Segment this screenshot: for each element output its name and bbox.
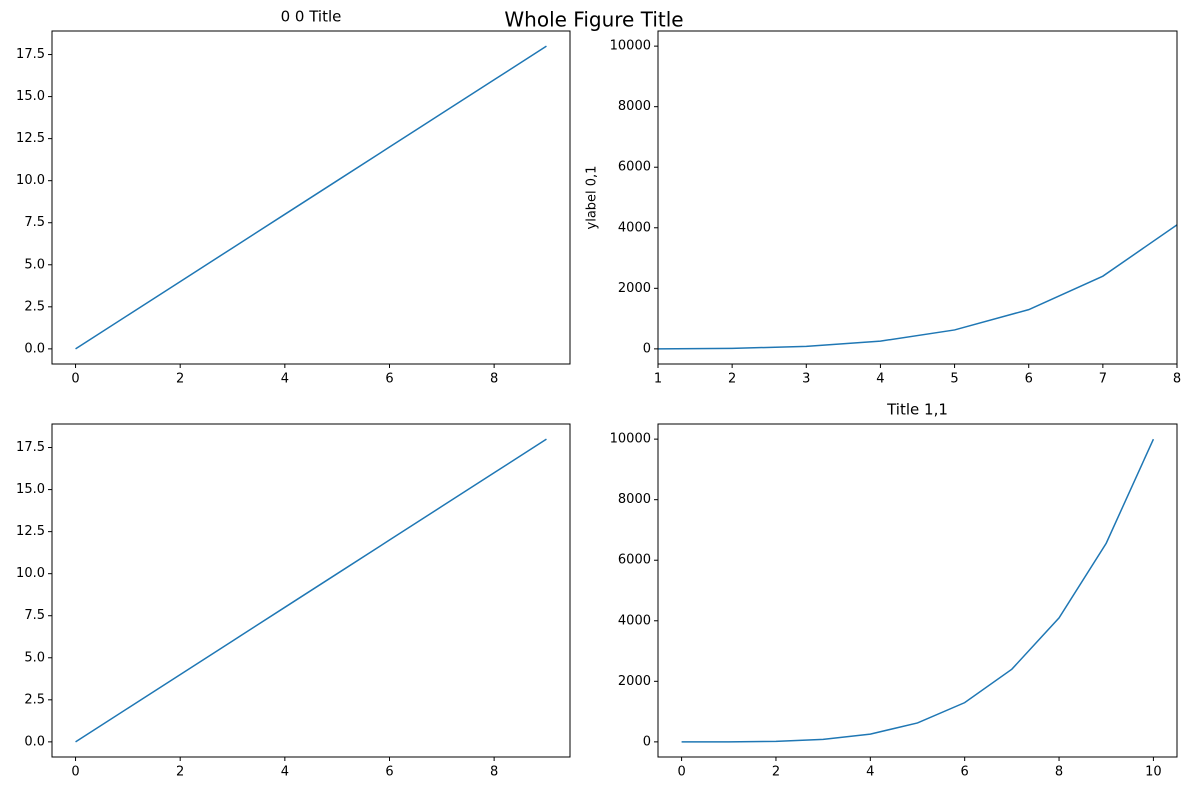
y-tick-label: 0 [643,341,651,356]
y-tick-label: 2000 [618,674,651,689]
x-tick-label: 6 [1025,372,1033,387]
y-tick-label: 7.5 [24,215,45,230]
x-tick-label: 4 [281,765,289,780]
axes-frame [657,30,1178,365]
axes-frame [51,423,571,758]
x-tick-label: 4 [281,372,289,387]
y-tick-label: 17.5 [16,47,45,62]
x-tick-label: 0 [677,765,685,780]
y-tick-label: 10.0 [16,566,45,581]
x-tick-label: 8 [490,372,498,387]
axes-frame [51,30,571,365]
y-axis-label: ylabel 0,1 [585,166,600,230]
line [658,223,1177,350]
y-tick-label: 2.5 [24,299,45,314]
x-tick-label: 2 [176,372,184,387]
x-tick-label: 8 [1055,765,1063,780]
y-tick-label: 0 [643,734,651,749]
x-tick-label: 2 [728,372,736,387]
x-tick-label: 0 [71,372,79,387]
axes-title: Title 1,1 [886,401,948,419]
x-tick-label: 6 [385,765,393,780]
x-tick-label: 4 [866,765,874,780]
x-tick-label: 10 [1145,765,1162,780]
y-tick-label: 8000 [618,492,651,507]
line [681,438,1155,743]
y-tick-label: 12.5 [16,524,45,539]
figure-title: Whole Figure Title [504,8,683,32]
line [75,438,547,743]
x-tick-label: 6 [961,765,969,780]
x-tick-label: 4 [876,372,884,387]
line [75,45,547,350]
axes-frame [657,423,1178,758]
y-tick-label: 5.0 [24,257,45,272]
x-tick-label: 6 [385,372,393,387]
y-tick-label: 10.0 [16,173,45,188]
y-tick-label: 4000 [618,613,651,628]
y-tick-label: 12.5 [16,131,45,146]
y-tick-label: 0.0 [24,734,45,749]
y-tick-label: 17.5 [16,440,45,455]
x-tick-label: 2 [176,765,184,780]
y-tick-label: 10000 [610,432,651,447]
x-tick-label: 8 [1173,372,1181,387]
y-tick-label: 10000 [610,39,651,54]
axes-title: 0 0 Title [281,8,342,26]
y-tick-label: 0.0 [24,341,45,356]
y-tick-label: 6000 [618,160,651,175]
y-tick-label: 8000 [618,99,651,114]
x-tick-label: 2 [772,765,780,780]
x-tick-label: 7 [1099,372,1107,387]
y-tick-label: 2000 [618,281,651,296]
y-tick-label: 5.0 [24,650,45,665]
x-tick-label: 3 [802,372,810,387]
y-tick-label: 15.0 [16,89,45,104]
x-tick-label: 5 [950,372,958,387]
y-tick-label: 7.5 [24,608,45,623]
x-tick-label: 8 [490,765,498,780]
y-tick-label: 2.5 [24,692,45,707]
y-tick-label: 15.0 [16,482,45,497]
x-tick-label: 0 [71,765,79,780]
y-tick-label: 6000 [618,553,651,568]
x-tick-label: 1 [654,372,662,387]
y-tick-label: 4000 [618,220,651,235]
